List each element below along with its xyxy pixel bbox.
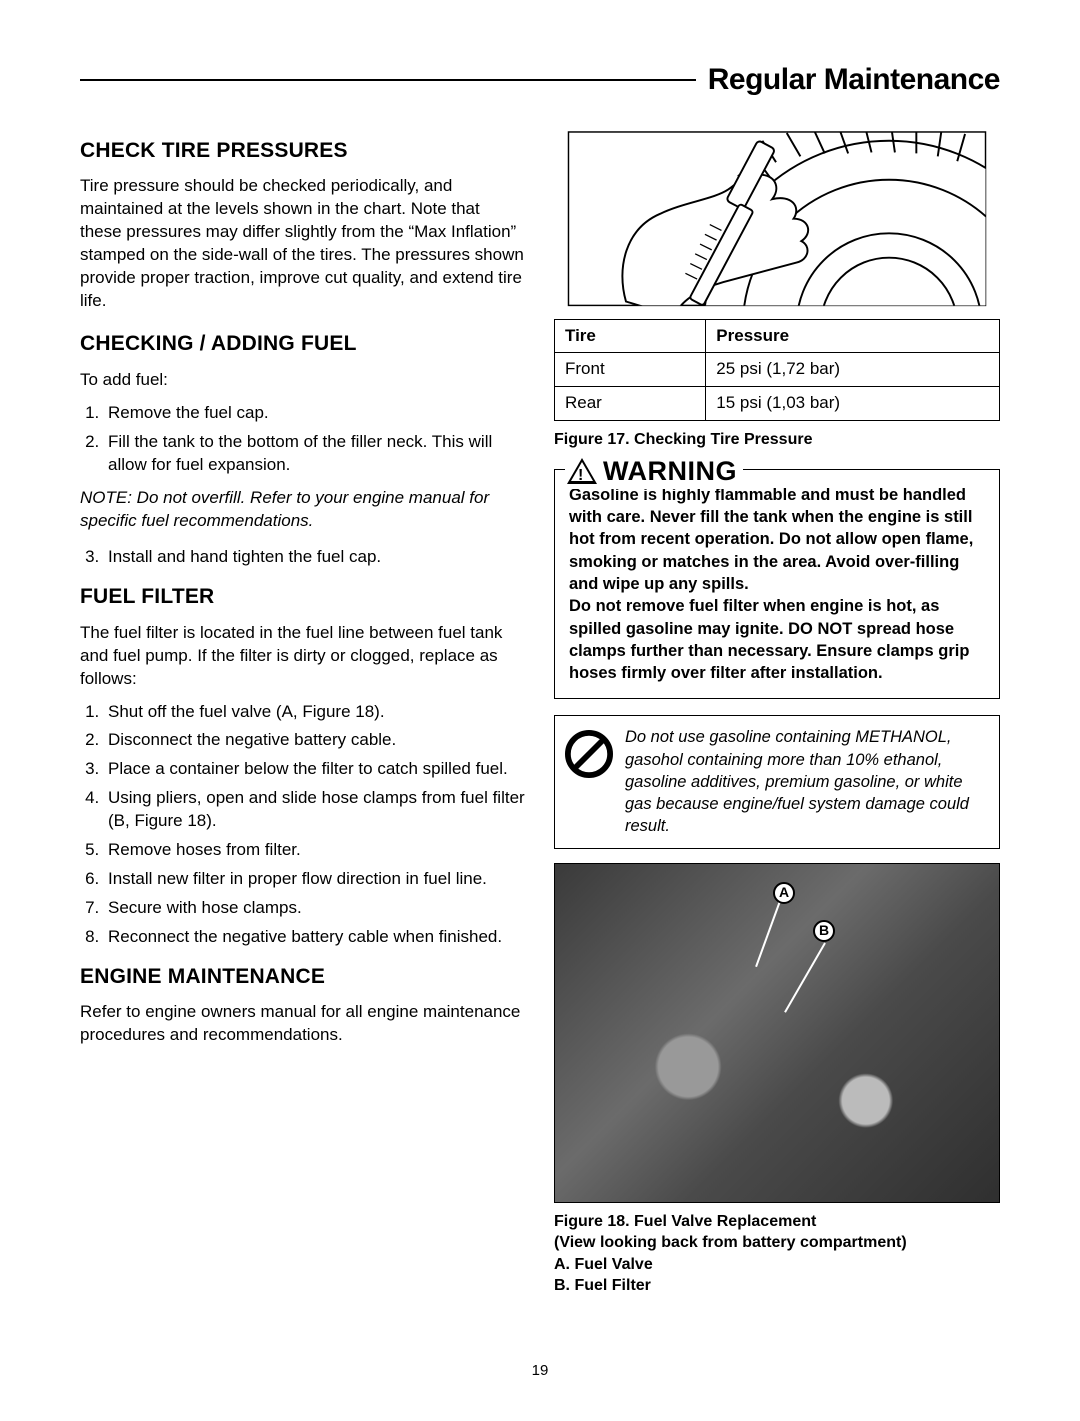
filter-step: Shut off the fuel valve (A, Figure 18). xyxy=(104,701,526,724)
callout-a: A xyxy=(773,882,795,904)
page-header: Regular Maintenance xyxy=(708,60,1000,101)
adding-fuel-steps-cont: Install and hand tighten the fuel cap. xyxy=(80,546,526,569)
section-adding-fuel: CHECKING / ADDING FUEL xyxy=(80,330,526,358)
table-header-pressure: Pressure xyxy=(706,319,1000,353)
table-header-tire: Tire xyxy=(555,319,706,353)
section-check-tire: CHECK TIRE PRESSURES xyxy=(80,137,526,165)
section-fuel-filter: FUEL FILTER xyxy=(80,583,526,611)
filter-step: Reconnect the negative battery cable whe… xyxy=(104,926,526,949)
table-row: Rear 15 psi (1,03 bar) xyxy=(555,387,1000,421)
fuel-step: Install and hand tighten the fuel cap. xyxy=(104,546,526,569)
header-rule-line xyxy=(80,79,696,81)
tire-cell: Front xyxy=(555,353,706,387)
figure-17-caption: Figure 17. Checking Tire Pressure xyxy=(554,429,1000,451)
header-rule: Regular Maintenance xyxy=(80,60,1000,101)
callout-b: B xyxy=(813,920,835,942)
filter-step: Using pliers, open and slide hose clamps… xyxy=(104,787,526,833)
warning-triangle-icon: ! xyxy=(567,458,597,484)
adding-fuel-steps: Remove the fuel cap. Fill the tank to th… xyxy=(80,402,526,477)
tire-cell: Rear xyxy=(555,387,706,421)
fuel-step: Fill the tank to the bottom of the fille… xyxy=(104,431,526,477)
figure-18-photo: A B xyxy=(554,863,1000,1203)
filter-step: Secure with hose clamps. xyxy=(104,897,526,920)
figure-17-illustration xyxy=(554,131,1000,321)
tire-pressure-table: Tire Pressure Front 25 psi (1,72 bar) Re… xyxy=(554,319,1000,422)
adding-fuel-intro: To add fuel: xyxy=(80,369,526,392)
fig18-caption-line: (View looking back from battery compartm… xyxy=(554,1232,1000,1254)
prohibition-text: Do not use gasoline containing METHANOL,… xyxy=(625,726,987,837)
warning-title: WARNING xyxy=(603,453,737,489)
filter-step: Place a container below the filter to ca… xyxy=(104,758,526,781)
fig18-caption-line: A. Fuel Valve xyxy=(554,1254,1000,1276)
filter-step: Install new filter in proper flow direct… xyxy=(104,868,526,891)
tire-gauge-drawing xyxy=(554,131,1000,321)
callout-line xyxy=(784,942,826,1012)
callout-line xyxy=(755,900,781,966)
pressure-cell: 25 psi (1,72 bar) xyxy=(706,353,1000,387)
prohibition-box: Do not use gasoline containing METHANOL,… xyxy=(554,715,1000,848)
fig18-caption-line: B. Fuel Filter xyxy=(554,1275,1000,1297)
filter-step: Disconnect the negative battery cable. xyxy=(104,729,526,752)
fuel-step: Remove the fuel cap. xyxy=(104,402,526,425)
warning-legend: ! WARNING xyxy=(565,453,743,489)
left-column: CHECK TIRE PRESSURES Tire pressure shoul… xyxy=(80,131,526,1312)
fuel-note: NOTE: Do not overfill. Refer to your eng… xyxy=(80,487,526,533)
fuel-filter-intro: The fuel filter is located in the fuel l… xyxy=(80,622,526,691)
fig18-caption-line: Figure 18. Fuel Valve Replacement xyxy=(554,1211,1000,1233)
pressure-cell: 15 psi (1,03 bar) xyxy=(706,387,1000,421)
figure-18-caption: Figure 18. Fuel Valve Replacement (View … xyxy=(554,1211,1000,1297)
page-number: 19 xyxy=(80,1361,1000,1381)
fuel-filter-steps: Shut off the fuel valve (A, Figure 18). … xyxy=(80,701,526,949)
warning-box: ! WARNING Gasoline is highly flammable a… xyxy=(554,469,1000,699)
table-row: Front 25 psi (1,72 bar) xyxy=(555,353,1000,387)
warning-body: Gasoline is highly flammable and must be… xyxy=(569,484,985,684)
section-engine-maint: ENGINE MAINTENANCE xyxy=(80,963,526,991)
prohibit-icon xyxy=(565,730,613,778)
engine-maint-body: Refer to engine owners manual for all en… xyxy=(80,1001,526,1047)
filter-step: Remove hoses from filter. xyxy=(104,839,526,862)
right-column: Tire Pressure Front 25 psi (1,72 bar) Re… xyxy=(554,131,1000,1312)
check-tire-body: Tire pressure should be checked periodic… xyxy=(80,175,526,313)
